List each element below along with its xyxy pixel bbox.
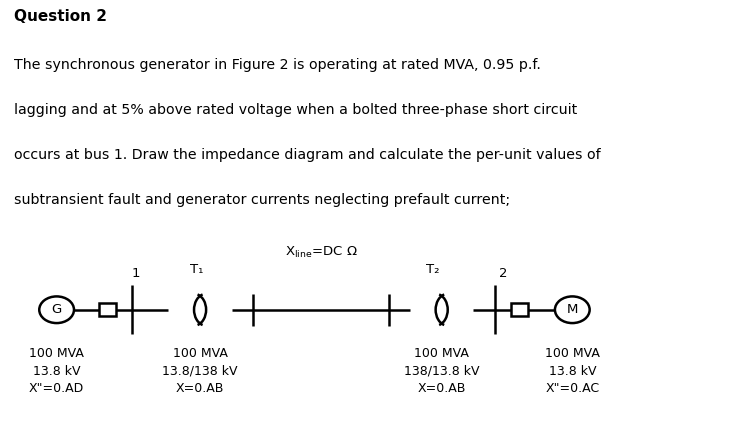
- Text: 100 MVA: 100 MVA: [545, 347, 599, 360]
- Text: 100 MVA: 100 MVA: [29, 347, 84, 360]
- Text: X=0.AB: X=0.AB: [418, 382, 466, 395]
- Text: X=0.AB: X=0.AB: [176, 382, 224, 395]
- Text: M: M: [566, 303, 578, 316]
- Text: 13.8/138 kV: 13.8/138 kV: [162, 365, 238, 378]
- Text: 100 MVA: 100 MVA: [414, 347, 469, 360]
- Text: 138/13.8 kV: 138/13.8 kV: [404, 365, 479, 378]
- Text: 13.8 kV: 13.8 kV: [549, 365, 596, 378]
- Text: 13.8 kV: 13.8 kV: [33, 365, 80, 378]
- Text: T₂: T₂: [426, 263, 439, 276]
- Text: T₁: T₁: [190, 263, 203, 276]
- Text: lagging and at 5% above rated voltage when a bolted three-phase short circuit: lagging and at 5% above rated voltage wh…: [14, 103, 577, 117]
- Text: occurs at bus 1. Draw the impedance diagram and calculate the per-unit values of: occurs at bus 1. Draw the impedance diag…: [14, 148, 600, 162]
- Bar: [99, 303, 116, 316]
- Text: 100 MVA: 100 MVA: [173, 347, 227, 360]
- Text: Question 2: Question 2: [14, 8, 106, 24]
- Text: X"=0.AD: X"=0.AD: [29, 382, 85, 395]
- Bar: [511, 303, 528, 316]
- Text: X$_{\rm line}$=DC $\Omega$: X$_{\rm line}$=DC $\Omega$: [285, 245, 357, 260]
- Text: subtransient fault and generator currents neglecting prefault current;: subtransient fault and generator current…: [14, 193, 510, 206]
- Text: X"=0.AC: X"=0.AC: [545, 382, 599, 395]
- Text: 2: 2: [499, 267, 508, 280]
- Text: The synchronous generator in Figure 2 is operating at rated MVA, 0.95 p.f.: The synchronous generator in Figure 2 is…: [14, 58, 541, 72]
- Text: 1: 1: [131, 267, 140, 280]
- Text: G: G: [51, 303, 62, 316]
